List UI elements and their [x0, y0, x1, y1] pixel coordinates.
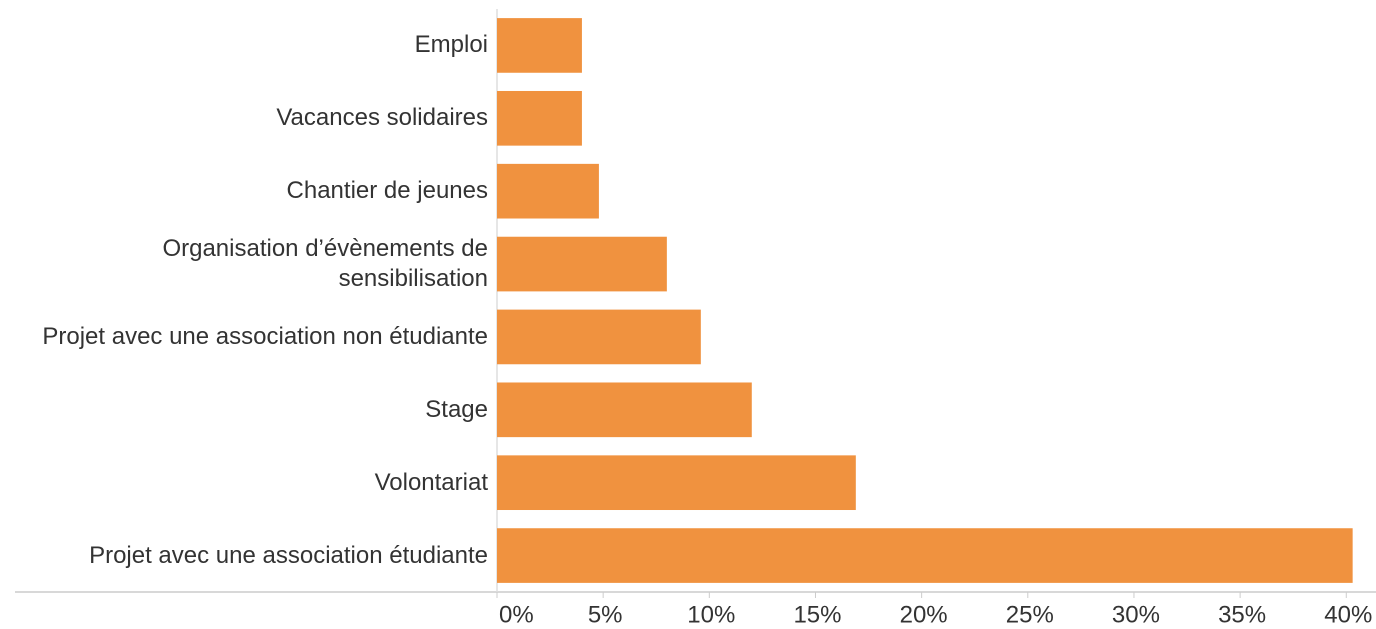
y-tick-label: Volontariat: [374, 468, 488, 496]
bar: [497, 90, 582, 146]
bar: [497, 382, 752, 438]
bar: [497, 18, 582, 73]
x-tick-label: 35%: [1218, 601, 1266, 628]
y-tick-label: Projet avec une association non étudiant…: [42, 322, 488, 350]
bar: [497, 455, 856, 511]
y-tick-label: Organisation d’évènements de sensibilisa…: [162, 235, 488, 293]
bar: [497, 309, 701, 365]
x-tick-label: 25%: [1006, 601, 1054, 628]
y-tick-label: Projet avec une association étudiante: [89, 541, 488, 569]
x-tick-label: 30%: [1112, 601, 1160, 628]
bar: [497, 528, 1353, 583]
x-tick-label: 40%: [1324, 601, 1372, 628]
x-tick-label: 15%: [793, 601, 841, 628]
y-tick-label: Emploi: [414, 31, 488, 59]
x-tick-label: 20%: [900, 601, 948, 628]
x-tick-label: 10%: [687, 601, 735, 628]
y-tick-label: Stage: [425, 395, 488, 423]
bar: [497, 163, 599, 219]
y-tick-label: Chantier de jeunes: [286, 177, 488, 205]
x-tick-label: 5%: [588, 601, 623, 628]
bar: [497, 236, 667, 292]
y-tick-label: Vacances solidaires: [276, 104, 488, 132]
x-tick-label: 0%: [499, 601, 534, 628]
